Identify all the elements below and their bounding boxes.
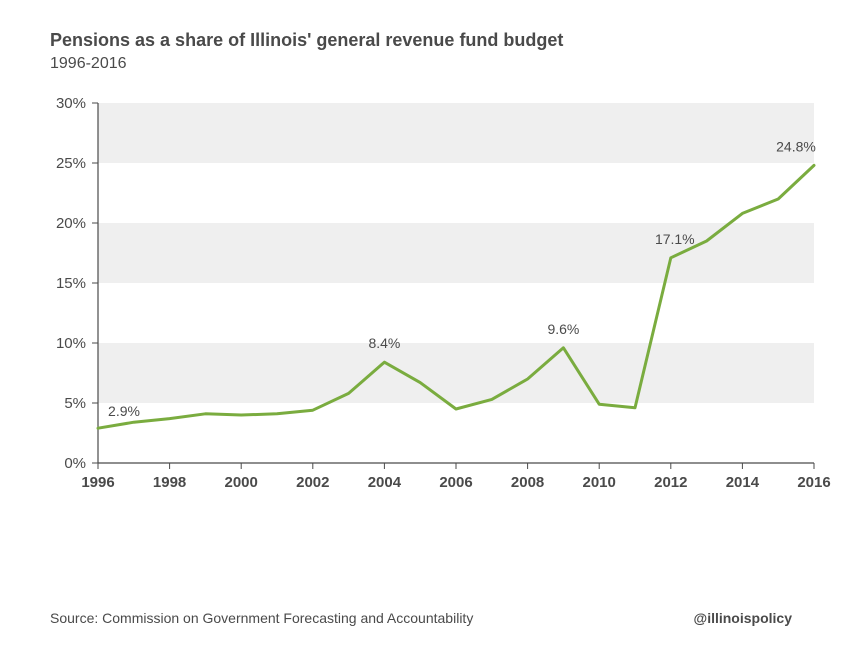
x-tick-label: 2010 <box>583 474 616 491</box>
chart-footer: Source: Commission on Government Forecas… <box>50 610 792 626</box>
source-text: Source: Commission on Government Forecas… <box>50 610 473 626</box>
y-tick-label: 10% <box>56 335 86 352</box>
y-tick-label: 25% <box>56 155 86 172</box>
x-tick-label: 2002 <box>296 474 329 491</box>
x-tick-label: 1998 <box>153 474 186 491</box>
y-tick-label: 15% <box>56 275 86 292</box>
data-annotation: 8.4% <box>368 335 400 351</box>
attribution-text: @illinoispolicy <box>694 610 792 626</box>
x-tick-label: 2012 <box>654 474 687 491</box>
y-tick-label: 30% <box>56 95 86 112</box>
data-annotation: 2.9% <box>108 403 140 419</box>
y-tick-label: 5% <box>64 395 86 412</box>
grid-band <box>98 223 814 283</box>
title-block: Pensions as a share of Illinois' general… <box>50 30 792 73</box>
data-annotation: 24.8% <box>776 138 816 154</box>
chart-subtitle: 1996-2016 <box>50 55 792 73</box>
grid-band <box>98 103 814 163</box>
y-tick-label: 20% <box>56 215 86 232</box>
grid-band <box>98 343 814 403</box>
x-tick-label: 2000 <box>225 474 258 491</box>
x-tick-label: 2006 <box>439 474 472 491</box>
data-annotation: 9.6% <box>547 321 579 337</box>
chart-title: Pensions as a share of Illinois' general… <box>50 30 792 51</box>
line-chart: 0%5%10%15%20%25%30%199619982000200220042… <box>96 93 816 493</box>
x-tick-label: 1996 <box>81 474 114 491</box>
x-tick-label: 2016 <box>797 474 830 491</box>
x-tick-label: 2004 <box>368 474 402 491</box>
data-annotation: 17.1% <box>655 231 695 247</box>
y-tick-label: 0% <box>64 455 86 472</box>
x-tick-label: 2014 <box>726 474 760 491</box>
plot-area: 0%5%10%15%20%25%30%199619982000200220042… <box>96 93 792 498</box>
x-tick-label: 2008 <box>511 474 544 491</box>
